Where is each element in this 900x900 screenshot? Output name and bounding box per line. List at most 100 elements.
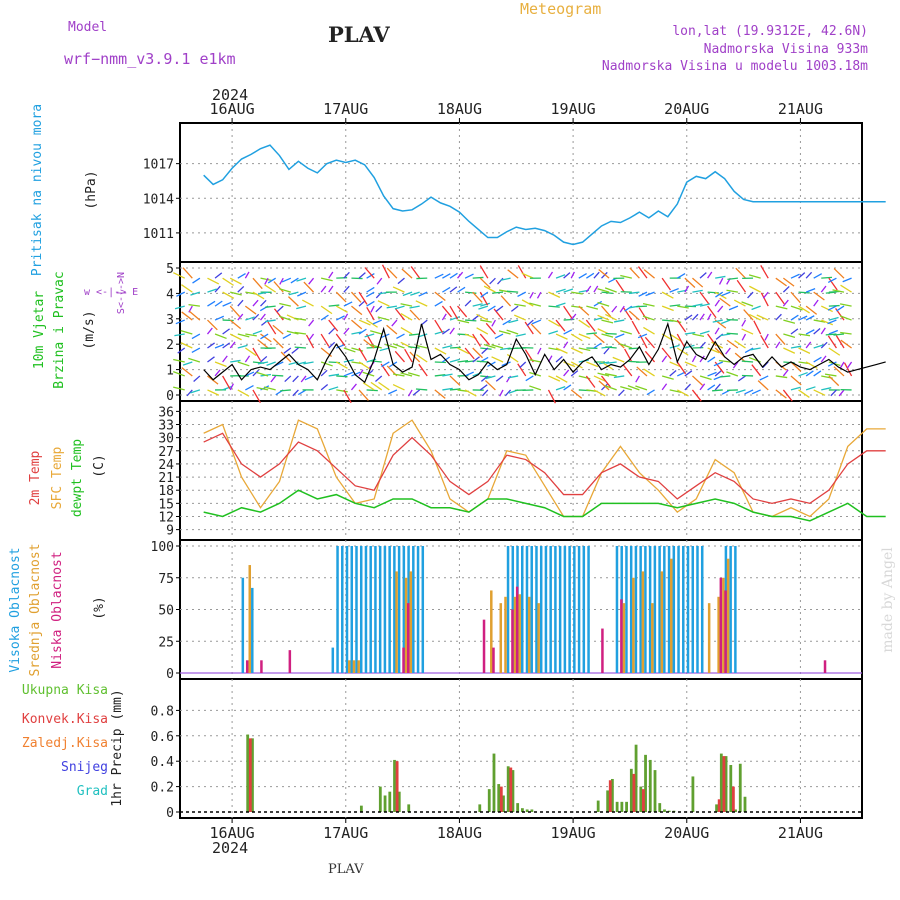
panel-frame-4	[179, 678, 863, 819]
wind-arrow	[364, 333, 375, 338]
wind-arrow	[300, 375, 307, 383]
wind-arrow	[597, 314, 610, 321]
cloud-bar	[686, 546, 690, 673]
model-label: Model	[68, 20, 108, 35]
wind-arrow	[283, 347, 292, 354]
cloud-bar	[729, 546, 732, 673]
wind-arrow	[563, 341, 569, 349]
cloud-bar	[719, 577, 723, 673]
wind-arrow	[381, 361, 390, 368]
wind-arrow	[563, 305, 573, 319]
wind-arrow	[363, 339, 375, 349]
cloud-bar	[663, 546, 666, 673]
wind-arrow	[372, 319, 383, 325]
wind-arrow	[282, 333, 292, 340]
wind-arrow	[266, 361, 276, 366]
precip-bar	[610, 778, 614, 812]
wind-arrow	[775, 313, 782, 321]
cloud-bar	[644, 546, 647, 673]
precip-bar	[719, 753, 723, 812]
wind-arrow	[244, 347, 257, 357]
wind-arrow	[601, 305, 612, 318]
wind-arrow	[377, 300, 390, 307]
wind-arrow	[434, 319, 444, 333]
precip-bar	[691, 776, 695, 812]
wind-arrow	[783, 347, 796, 354]
wind-arrow	[676, 389, 689, 397]
wind-arrow	[782, 389, 793, 402]
wind-arrow	[578, 305, 590, 316]
wind-arrow	[328, 285, 334, 293]
legend-total-rain: Ukupna Kisa	[21, 683, 108, 698]
wind-arrow	[494, 333, 504, 340]
wind-arrow	[457, 360, 469, 363]
cloud-bar	[823, 660, 827, 673]
precip-bar	[478, 804, 482, 812]
wind-arrow	[597, 372, 610, 377]
wind-arrow	[601, 383, 608, 391]
wind-arrow	[476, 313, 489, 321]
cloud-bar	[345, 546, 349, 673]
cloud-bar	[651, 603, 654, 673]
wind-arrow	[790, 375, 802, 386]
wind-arrow	[839, 361, 845, 369]
wind-arrow	[635, 375, 640, 383]
legend-convective-rain: Konvek.Kisa	[21, 712, 108, 727]
wind-arrow	[536, 291, 542, 299]
wind-arrow	[762, 291, 769, 299]
wind-arrow	[273, 281, 284, 293]
wind-arrow	[257, 291, 269, 295]
precip-bar	[653, 770, 657, 812]
model-name: wrf−nmm_v3.9.1 e1km	[64, 50, 236, 68]
wind-arrow	[173, 386, 185, 391]
wind-arrow	[775, 277, 787, 287]
wind-arrow	[464, 389, 477, 397]
wind-arrow	[491, 344, 504, 349]
wind-arrow	[563, 288, 574, 293]
wind-arrow	[605, 313, 617, 321]
wind-arrow	[174, 305, 185, 310]
wind-arrow	[366, 306, 375, 321]
cloud-bar	[518, 594, 521, 673]
wind-arrow	[506, 329, 519, 335]
wind-arrow	[441, 305, 452, 318]
wind-arrow	[548, 375, 561, 382]
wind-arrow	[775, 389, 787, 399]
wind-arrow	[585, 285, 592, 293]
wind-arrow	[805, 341, 812, 349]
wind-arrow	[805, 315, 815, 321]
wind-arrow	[669, 369, 677, 377]
wind-arrow	[270, 375, 277, 383]
wind-arrow	[611, 305, 618, 313]
wind-arrow	[684, 277, 696, 288]
wind-arrow	[684, 331, 696, 335]
wind-arrow	[292, 375, 299, 383]
wind-arrow	[375, 305, 383, 313]
wind-arrow	[449, 358, 460, 363]
wind-arrow	[480, 319, 492, 323]
wind-arrow	[644, 350, 656, 363]
wind-arrow	[343, 271, 350, 279]
wind-arrow	[813, 344, 824, 349]
wind-arrow	[828, 329, 839, 335]
wind-arrow	[669, 389, 682, 394]
wind-arrow	[521, 272, 534, 279]
wind-arrow	[272, 374, 284, 377]
wind-arrow	[222, 342, 231, 349]
wind-arrow	[385, 343, 398, 349]
wind-arrow	[782, 299, 789, 307]
cloud-bar	[670, 558, 673, 673]
wind-arrow	[813, 319, 826, 323]
precip-bar	[717, 799, 721, 812]
wind-arrow	[491, 356, 504, 363]
wind-arrow	[526, 319, 534, 327]
wind-arrow	[684, 370, 693, 377]
cloud-bar	[515, 586, 519, 673]
cloud-bar	[260, 660, 263, 673]
wind-arrow	[593, 271, 600, 279]
wind-arrow	[684, 383, 691, 391]
wind-arrow	[256, 371, 269, 377]
cloud-bar	[582, 546, 586, 673]
wind-arrow	[409, 333, 420, 336]
wind-arrow	[601, 271, 608, 279]
